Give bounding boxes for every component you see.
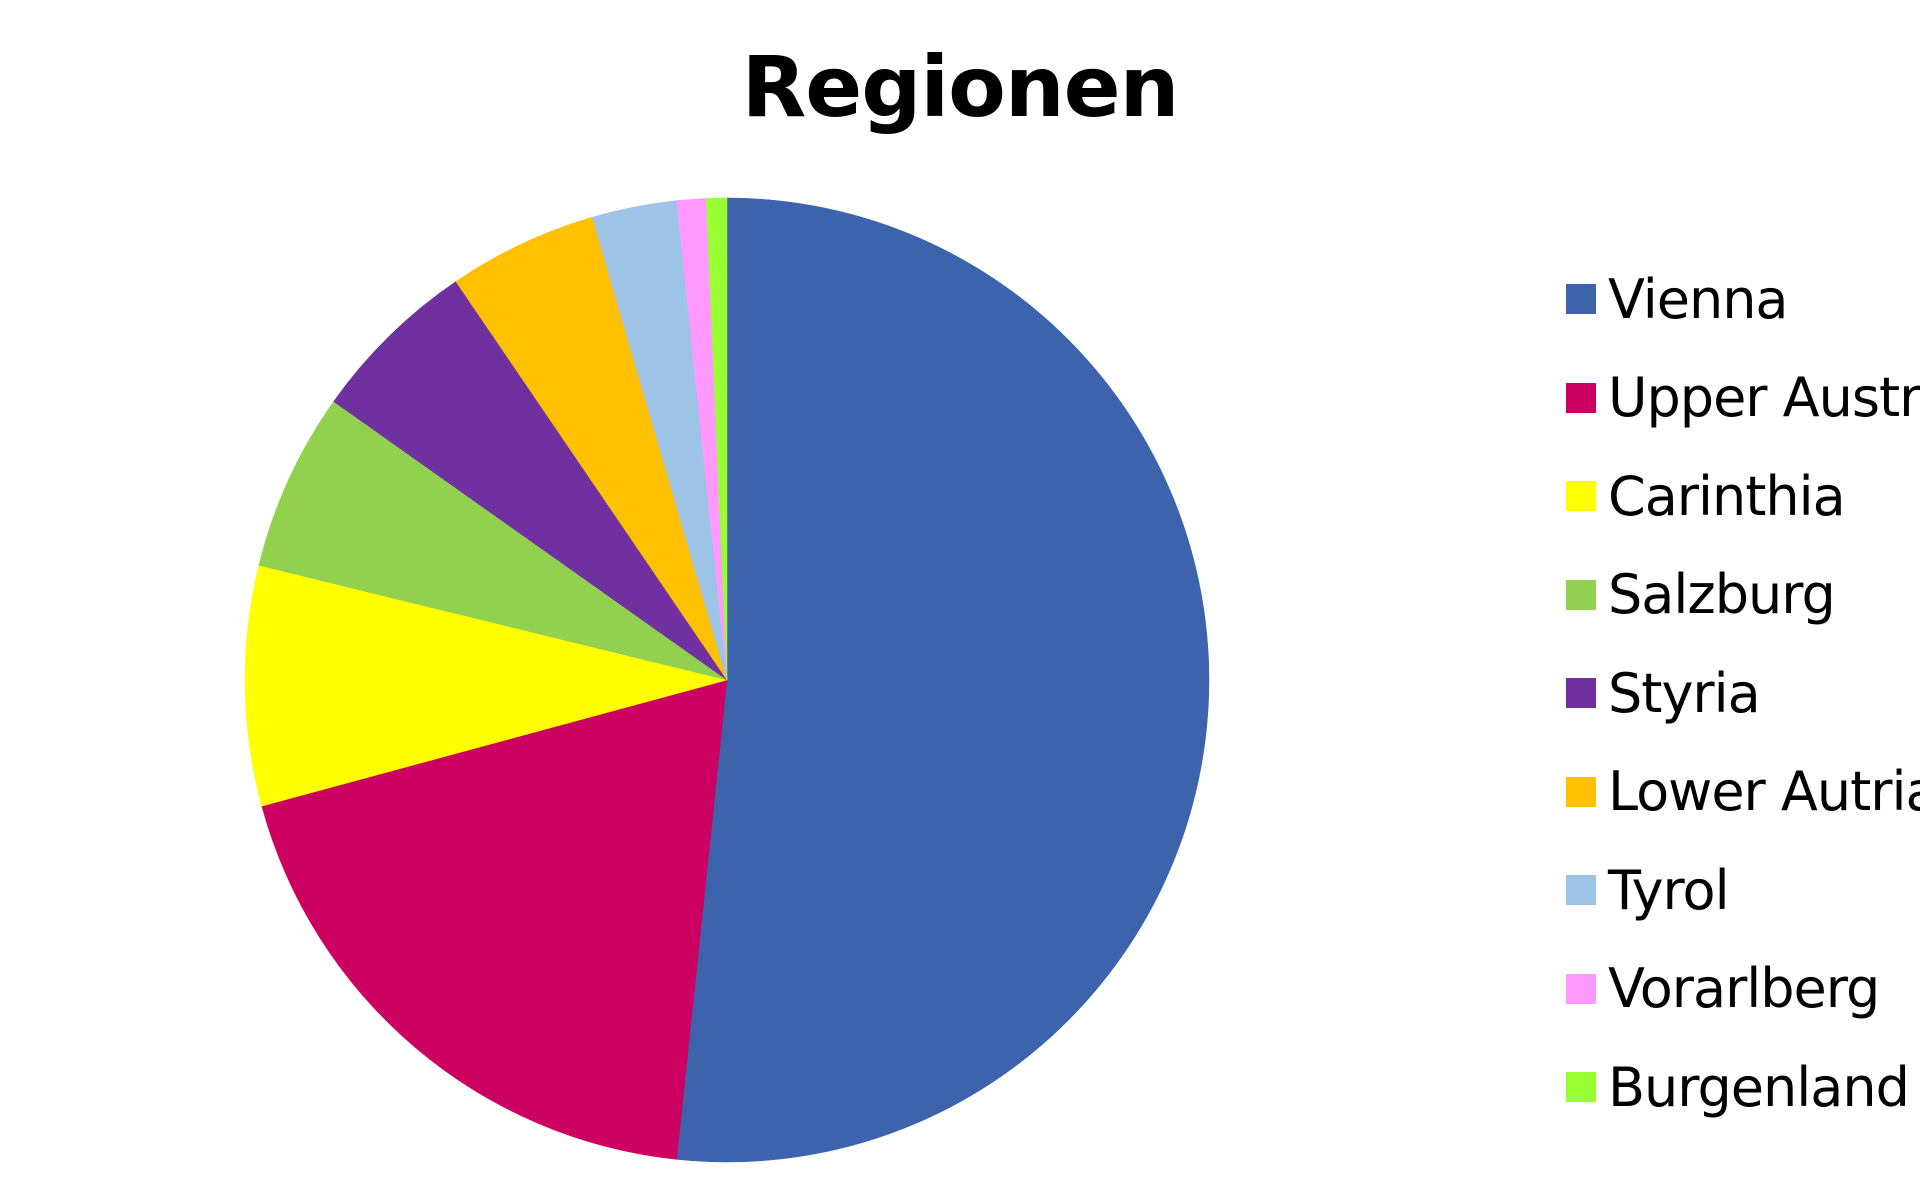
legend-label: Upper Austria xyxy=(1608,366,1920,430)
legend-item-lower-autria: Lower Autria xyxy=(1566,743,1920,842)
pie-slice-vienna xyxy=(676,197,1210,1163)
legend-item-tyrol: Tyrol xyxy=(1566,841,1920,940)
legend-label: Salzburg xyxy=(1608,563,1836,627)
pie-slice-salzburg xyxy=(258,401,728,681)
legend-item-styria: Styria xyxy=(1566,644,1920,743)
legend-label: Lower Autria xyxy=(1608,760,1920,824)
legend-swatch xyxy=(1566,382,1596,413)
pie-slice-upper-austria xyxy=(261,679,728,1160)
legend-label: Vorarlberg xyxy=(1608,957,1880,1021)
pie-slice-lower-autria xyxy=(455,216,728,681)
pie-slice-burgenland xyxy=(705,197,728,681)
legend-swatch xyxy=(1566,1072,1596,1103)
legend-swatch xyxy=(1566,875,1596,906)
pie-slice-styria xyxy=(333,281,728,681)
legend-swatch xyxy=(1566,579,1596,610)
legend-label: Vienna xyxy=(1608,267,1789,331)
pie-slice-carinthia xyxy=(244,565,728,807)
legend-label: Styria xyxy=(1608,661,1761,725)
chart-title: Regionen xyxy=(741,38,1180,136)
legend-swatch xyxy=(1566,776,1596,807)
legend-swatch xyxy=(1566,284,1596,315)
legend-item-upper-austria: Upper Austria xyxy=(1566,349,1920,448)
legend-item-vienna: Vienna xyxy=(1566,250,1920,349)
legend-swatch xyxy=(1566,678,1596,709)
legend-label: Burgenland xyxy=(1608,1055,1910,1119)
legend-swatch xyxy=(1566,481,1596,512)
legend-item-carinthia: Carinthia xyxy=(1566,447,1920,546)
legend-label: Tyrol xyxy=(1608,858,1730,922)
legend-label: Carinthia xyxy=(1608,464,1846,528)
legend-item-vorarlberg: Vorarlberg xyxy=(1566,940,1920,1039)
legend-item-burgenland: Burgenland xyxy=(1566,1038,1920,1137)
legend-item-salzburg: Salzburg xyxy=(1566,546,1920,645)
legend: Vienna Upper Austria Carinthia Salzburg Styr… xyxy=(1566,250,1920,1137)
legend-swatch xyxy=(1566,973,1596,1004)
